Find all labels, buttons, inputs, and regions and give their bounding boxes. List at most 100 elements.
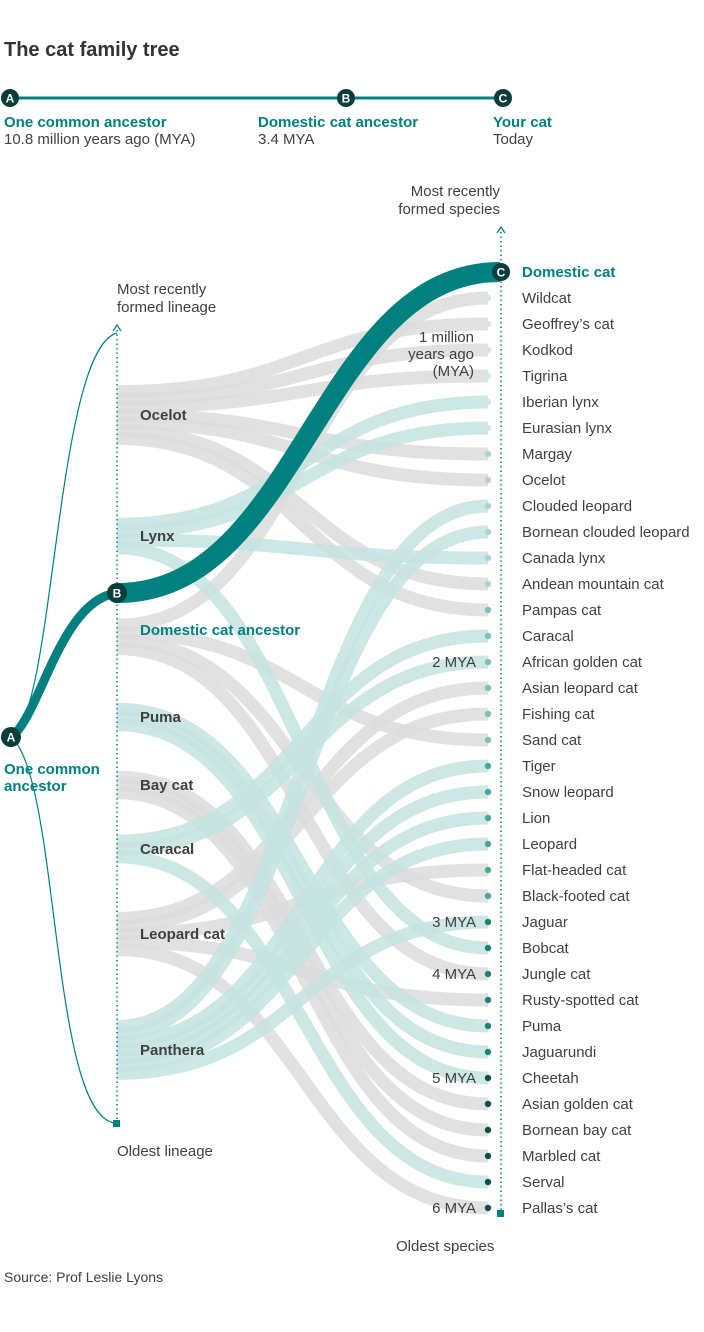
mya-marker-6-mya: 6 MYA — [432, 1200, 476, 1217]
species-label-marbled-cat: Marbled cat — [522, 1148, 601, 1165]
band-geoffrey-s-cat — [116, 317, 489, 399]
species-label-eurasian-lynx: Eurasian lynx — [522, 420, 613, 437]
species-label-bornean-bay-cat: Bornean bay cat — [522, 1122, 632, 1139]
band-kodkod — [116, 343, 489, 406]
band-lion — [116, 811, 489, 1065]
species-dot-flat-headed-cat — [484, 866, 492, 874]
species-dot-jaguarundi — [484, 1048, 492, 1056]
species-axis — [496, 225, 506, 1217]
species-label-jaguarundi: Jaguarundi — [522, 1044, 596, 1061]
mya-marker-3-mya: 3 MYA — [432, 914, 476, 931]
mya-marker-1-line-1: 1 million — [419, 329, 474, 346]
species-dot-pampas-cat — [484, 606, 492, 614]
species-dot-bornean-clouded-leopard — [484, 528, 492, 536]
species-dot-pallas-s-cat — [484, 1204, 492, 1212]
species-label-pallas-s-cat: Pallas’s cat — [522, 1200, 598, 1217]
species-axis-arrow-icon — [496, 225, 506, 234]
species-badge-c — [492, 263, 510, 281]
species-label-serval: Serval — [522, 1174, 565, 1191]
ancestor-line-top — [10, 332, 118, 738]
species-dot-serval — [484, 1178, 492, 1186]
timeline-badge-b: B — [337, 89, 355, 107]
species-label-andean-mountain-cat: Andean mountain cat — [522, 576, 665, 593]
band-cheetah — [116, 718, 489, 1085]
lineage-axis-arrow-icon — [112, 323, 122, 332]
band-pampas-cat — [116, 431, 489, 617]
highlight-band-domestic-cat — [116, 262, 501, 603]
species-dot-kodkod — [484, 346, 492, 354]
species-label-bornean-clouded-leopard: Bornean clouded leopard — [522, 524, 690, 541]
lineage-badge-b-text: B — [113, 587, 122, 601]
lineage-axis — [112, 323, 122, 1127]
mya-marker-4-mya: 4 MYA — [432, 966, 476, 983]
lineage-label-bay-cat: Bay cat — [140, 777, 193, 794]
svg-text:B: B — [342, 92, 351, 106]
species-label-pampas-cat: Pampas cat — [522, 602, 602, 619]
timeline-badge-a: A — [1, 89, 19, 107]
ancestor-label-2: ancestor — [4, 778, 67, 795]
band-jaguarundi — [116, 710, 489, 1059]
timeline-sub-c: Today — [493, 131, 534, 148]
species-dot-puma — [484, 1022, 492, 1030]
page-title: The cat family tree — [4, 39, 180, 61]
lineage-axis-end-square-icon — [113, 1120, 120, 1127]
species-labels: Domestic cat Wildcat Geoffrey’s cat Kodkod T… — [522, 264, 690, 1217]
species-dot-black-footed-cat — [484, 892, 492, 900]
band-snow-leopard — [116, 785, 489, 1057]
species-label-margay: Margay — [522, 446, 573, 463]
species-label-flat-headed-cat: Flat-headed cat — [522, 862, 627, 879]
band-marbled-cat — [116, 786, 489, 1163]
species-axis-end-square-icon — [497, 1210, 504, 1217]
band-iberian-lynx — [116, 395, 489, 531]
species-dot-andean-mountain-cat — [484, 580, 492, 588]
species-dot-iberian-lynx — [484, 398, 492, 406]
band-sand-cat — [116, 626, 489, 747]
species-label-tigrina: Tigrina — [522, 368, 568, 385]
species-dot-sand-cat — [484, 736, 492, 744]
lineage-badge-b — [107, 583, 127, 603]
band-andean-mountain-cat — [116, 424, 489, 591]
species-badge-c-text: C — [497, 266, 506, 280]
species-dot-canada-lynx — [484, 554, 492, 562]
species-dot-rusty-spotted-cat — [484, 996, 492, 1004]
species-dot-tiger — [484, 762, 492, 770]
mya-marker-5-mya: 5 MYA — [432, 1070, 476, 1087]
species-label-iberian-lynx: Iberian lynx — [522, 394, 599, 411]
domestic-cat-highlight: B — [107, 262, 501, 603]
flow-bands — [116, 291, 489, 1215]
species-dot-snow-leopard — [484, 788, 492, 796]
lineage-axis-top-label-2: formed lineage — [117, 299, 216, 316]
species-label-jungle-cat: Jungle cat — [522, 966, 591, 983]
species-label-domestic-cat: Domestic cat — [522, 264, 615, 281]
timeline-badge-c: C — [494, 89, 512, 107]
svg-text:A: A — [6, 92, 15, 106]
species-dot-wildcat — [484, 294, 492, 302]
timeline-label-b: Domestic cat ancestor — [258, 114, 418, 131]
species-dot-clouded-leopard — [484, 502, 492, 510]
ancestor-badge-a — [1, 727, 21, 747]
species-dot-jaguar — [484, 918, 492, 926]
species-dot-jungle-cat — [484, 970, 492, 978]
ancestor-to-b-band — [8, 588, 118, 741]
timeline: A B C One common ancestor 10.8 million y… — [1, 89, 552, 148]
species-dot-marbled-cat — [484, 1152, 492, 1160]
lineage-label-domestic-cat-ancestor: Domestic cat ancestor — [140, 622, 300, 639]
species-axis-top-label-1: Most recently — [411, 183, 501, 200]
lineage-label-panthera: Panthera — [140, 1042, 205, 1059]
species-label-asian-golden-cat: Asian golden cat — [522, 1096, 634, 1113]
species-dot-asian-leopard-cat — [484, 684, 492, 692]
species-label-kodkod: Kodkod — [522, 342, 573, 359]
species-label-caracal: Caracal — [522, 628, 574, 645]
species-dot-ocelot — [484, 476, 492, 484]
band-canada-lynx — [116, 533, 489, 565]
lineage-axis-top-label-1: Most recently — [117, 281, 207, 298]
species-dot-caracal — [484, 632, 492, 640]
ancestor-line-bottom — [10, 736, 116, 1124]
species-dot-bornean-bay-cat — [484, 1126, 492, 1134]
lineage-label-leopard-cat: Leopard cat — [140, 926, 225, 943]
species-dot-leopard — [484, 840, 492, 848]
mya-marker-2-mya: 2 MYA — [432, 654, 476, 671]
species-dot-bobcat — [484, 944, 492, 952]
